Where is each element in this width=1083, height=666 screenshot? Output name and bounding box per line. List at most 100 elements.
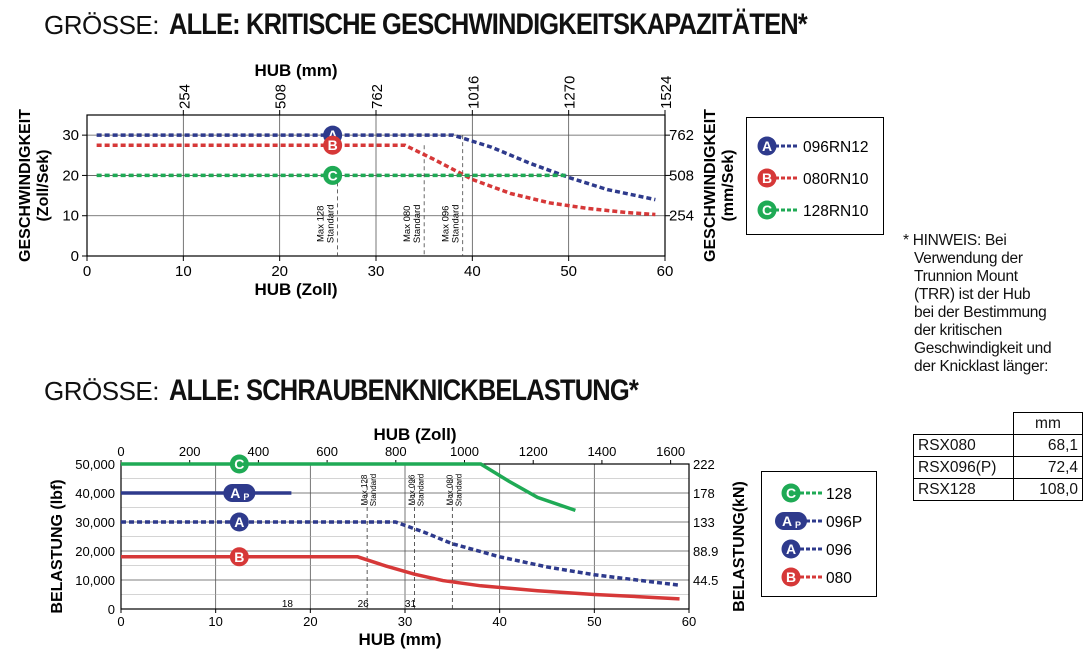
legend-label: 080RN10 bbox=[803, 171, 869, 188]
x2-tick-label: 1600 bbox=[656, 444, 685, 459]
series-marker: B bbox=[757, 168, 777, 188]
y2-axis-label-line1: GESCHWINDIGKEIT bbox=[702, 109, 719, 262]
series-marker: B bbox=[323, 135, 343, 155]
chart1-title: GRÖSSE: ALLE: KRITISCHE GESCHWINDIGKEITSK… bbox=[44, 8, 919, 42]
y-axis-label-line1: GESCHWINDIGKEIT bbox=[17, 109, 34, 262]
max-label: Max 128 bbox=[360, 474, 369, 505]
series-marker: C bbox=[323, 165, 343, 185]
y2-tick-label: 222 bbox=[693, 457, 715, 472]
y-tick-label: 10,000 bbox=[75, 573, 115, 588]
y2-axis-label: BELASTUNG(kN) bbox=[731, 481, 748, 612]
y-axis-label-line2: (Zoll/Sek) bbox=[35, 149, 52, 221]
y2-tick-label: 178 bbox=[693, 486, 715, 501]
y-tick-label: 0 bbox=[108, 602, 115, 617]
marker-circle bbox=[229, 547, 249, 567]
y2-axis-label-line2: (mm/Sek) bbox=[720, 149, 737, 221]
note-line: der kritischen bbox=[914, 322, 1002, 339]
note-line: Verwendung der bbox=[914, 250, 1023, 267]
max-label: Max 080 bbox=[445, 474, 454, 505]
series-marker: A bbox=[229, 512, 249, 532]
x-tick-label: 50 bbox=[560, 263, 577, 280]
marker-badge bbox=[223, 484, 256, 502]
chart2-legend: C 128 A P 096P A 096 B 080 bbox=[761, 471, 877, 597]
y-tick-label: 30,000 bbox=[75, 515, 115, 530]
marker-letter: C bbox=[762, 202, 772, 218]
marker-circle bbox=[229, 454, 249, 474]
marker-letter: C bbox=[234, 456, 244, 472]
x2-tick-label: 200 bbox=[179, 444, 201, 459]
chart2-title: GRÖSSE: ALLE: SCHRAUBENKNICKBELASTUNG* bbox=[44, 374, 721, 408]
buckling-chart: 0 10 20 30 40 50 600 200 400 600 800 1000 1200 1400 16… bbox=[49, 425, 748, 649]
max-label: Max 080 bbox=[402, 206, 413, 242]
x2-tick-label: 1400 bbox=[587, 444, 616, 459]
x2-tick-label: 1524 bbox=[658, 76, 675, 109]
max-label: Max 128 bbox=[315, 206, 326, 242]
speed-chart: 0 10 20 30 40 50 60 254 508 762 1016 1270 1524 0 10 20 3… bbox=[17, 61, 737, 299]
standard-label: Standard bbox=[416, 474, 425, 506]
x-tick-label: 30 bbox=[398, 614, 412, 629]
x2-tick-label: 1000 bbox=[450, 444, 479, 459]
x2-tick-label: 600 bbox=[316, 444, 338, 459]
x2-axis-label: HUB (Zoll) bbox=[373, 425, 456, 444]
legend-label: 128 bbox=[826, 486, 852, 503]
note-line: bei der Bestimmung bbox=[914, 304, 1047, 321]
marker-circle bbox=[757, 168, 777, 188]
marker-circle bbox=[781, 567, 801, 587]
table-cell-model: RSX096(P) bbox=[913, 456, 1014, 479]
table-cell-mm: 68,1 bbox=[1012, 434, 1083, 457]
table-cell-model: RSX128 bbox=[913, 478, 1014, 501]
marker-letter: B bbox=[234, 549, 244, 565]
x-tick-label: 30 bbox=[368, 263, 385, 280]
note-line: der Knicklast länger: bbox=[914, 358, 1049, 375]
y-axis-label: BELASTUNG (lbf) bbox=[49, 479, 66, 613]
table-cell-model: RSX080 bbox=[913, 434, 1014, 457]
marker-letter: A bbox=[786, 541, 796, 557]
legend-label: 096P bbox=[826, 514, 862, 531]
series-marker: C bbox=[781, 483, 801, 503]
marker-badge bbox=[775, 512, 807, 530]
x-tick-label: 50 bbox=[587, 614, 601, 629]
y2-tick-label: 88.9 bbox=[693, 544, 718, 559]
series-line-080 bbox=[121, 555, 680, 601]
y-tick-label: 0 bbox=[71, 248, 79, 265]
x-tick-label: 60 bbox=[682, 614, 696, 629]
series-marker: B bbox=[229, 547, 249, 567]
marker-circle bbox=[757, 200, 777, 220]
y-tick-label: 20,000 bbox=[75, 544, 115, 559]
marker-letter: B bbox=[762, 170, 772, 186]
x2-tick-label: 1270 bbox=[562, 76, 579, 109]
y2-tick-label: 254 bbox=[669, 208, 694, 225]
marker-letter: A bbox=[782, 513, 792, 529]
standard-label: Standard bbox=[369, 474, 378, 506]
marker-letter: B bbox=[328, 137, 338, 153]
x2-tick-label: 400 bbox=[248, 444, 270, 459]
x-tick-label: 0 bbox=[117, 614, 124, 629]
y2-tick-label: 133 bbox=[693, 515, 715, 530]
chart1-legend: A 096RN12 B 080RN10 C 128RN10 bbox=[746, 117, 884, 235]
marker-letter: A bbox=[234, 514, 244, 530]
x2-tick-label: 1200 bbox=[519, 444, 548, 459]
marker-circle bbox=[229, 512, 249, 532]
standard-label: Standard bbox=[325, 204, 336, 243]
standard-label: Standard bbox=[412, 204, 423, 243]
table-cell-mm: 108,0 bbox=[1012, 478, 1083, 501]
marker-circle bbox=[323, 135, 343, 155]
x2-tick-label: 1016 bbox=[465, 76, 482, 109]
marker-circle bbox=[781, 539, 801, 559]
x-tick-label: 0 bbox=[83, 263, 91, 280]
series-line-128 bbox=[121, 462, 576, 513]
y-tick-label: 30 bbox=[62, 127, 79, 144]
standard-label: Standard bbox=[451, 204, 462, 243]
chart1-title-prefix: GRÖSSE: bbox=[44, 10, 159, 40]
table-row: RSX080 68,1 bbox=[913, 434, 1083, 457]
table-row: RSX128 108,0 bbox=[913, 478, 1083, 501]
x2-tick-label: 508 bbox=[273, 84, 290, 109]
series-marker: A bbox=[781, 539, 801, 559]
x-tick-label: 10 bbox=[208, 614, 222, 629]
table-row: RSX096(P) 72,4 bbox=[913, 456, 1083, 479]
legend-label: 096 bbox=[826, 542, 852, 559]
x-axis-label: HUB (mm) bbox=[358, 630, 441, 649]
